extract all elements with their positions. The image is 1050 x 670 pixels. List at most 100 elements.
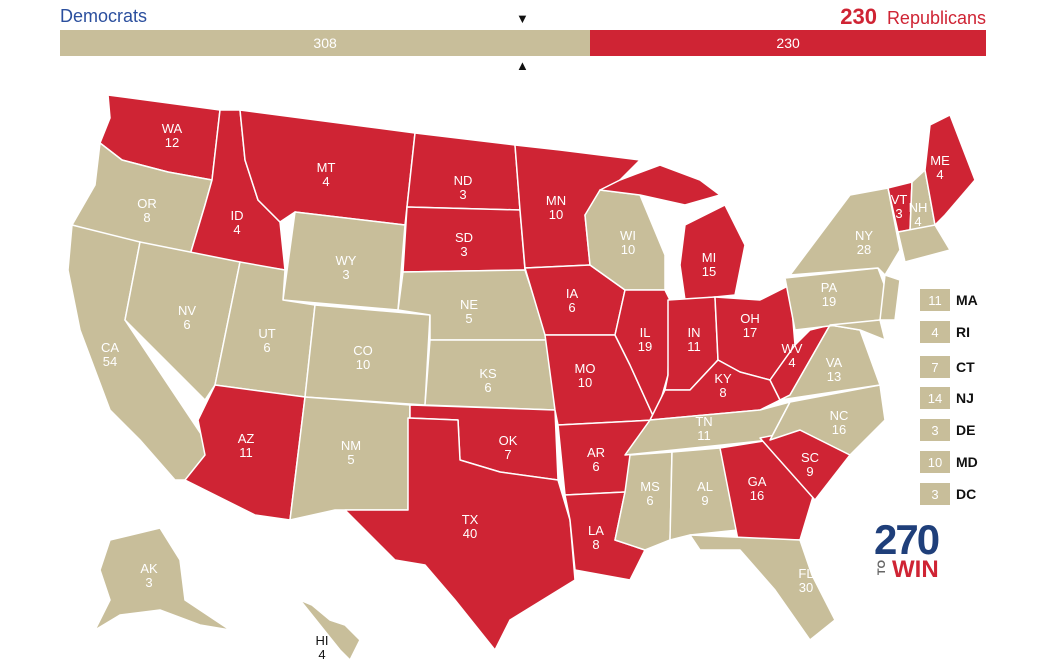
state-ev-mn: 10 xyxy=(549,207,563,222)
dem-bar-segment: 308 xyxy=(60,30,591,56)
state-ev-al: 9 xyxy=(701,493,708,508)
state-label-al: AL xyxy=(697,479,713,494)
state-al[interactable] xyxy=(669,447,739,541)
small-state-ct[interactable]: 7 CT xyxy=(920,356,975,378)
state-label-ia: IA xyxy=(566,286,579,301)
state-label-mt: MT xyxy=(317,160,336,175)
small-state-ma[interactable]: 11 MA xyxy=(920,289,978,311)
state-label-ms: MS xyxy=(640,479,660,494)
electoral-vote-bar: 308 230 xyxy=(60,30,986,56)
logo-number: 270 xyxy=(874,516,940,563)
state-fl[interactable] xyxy=(689,534,836,641)
state-me[interactable] xyxy=(924,114,976,226)
state-label-ok: OK xyxy=(499,433,518,448)
small-state-abbr: MD xyxy=(956,454,978,470)
state-label-hi: HI xyxy=(316,633,329,648)
state-label-nv: NV xyxy=(178,303,196,318)
state-label-ga: GA xyxy=(748,474,767,489)
state-label-la: LA xyxy=(588,523,604,538)
small-state-ev: 3 xyxy=(920,483,950,505)
state-ev-sc: 9 xyxy=(806,464,813,479)
state-ev-az: 11 xyxy=(239,445,253,460)
state-ev-ne: 5 xyxy=(465,311,472,326)
state-ev-la: 8 xyxy=(592,537,599,552)
state-label-ar: AR xyxy=(587,445,605,460)
state-label-tn: TN xyxy=(695,414,712,429)
republicans-header: 230 Republicans xyxy=(840,4,986,30)
270towin-logo[interactable]: 270 TO WIN xyxy=(874,516,954,586)
state-nc[interactable] xyxy=(769,384,886,456)
dem-total: 308 xyxy=(313,35,337,51)
state-ev-nc: 16 xyxy=(832,422,846,437)
state-label-in: IN xyxy=(688,325,701,340)
small-state-dc[interactable]: 3 DC xyxy=(920,483,976,505)
state-label-ky: KY xyxy=(714,371,732,386)
state-ev-vt: 3 xyxy=(895,206,902,221)
state-mi-upper[interactable] xyxy=(599,164,721,206)
state-ev-in: 11 xyxy=(687,339,701,354)
state-ev-sd: 3 xyxy=(460,244,467,259)
state-label-oh: OH xyxy=(740,311,760,326)
state-tx[interactable] xyxy=(344,417,576,651)
state-nj-shape xyxy=(879,274,901,321)
state-label-nc: NC xyxy=(830,408,849,423)
state-ev-co: 10 xyxy=(356,357,370,372)
state-label-mo: MO xyxy=(575,361,596,376)
small-state-md[interactable]: 10 MD xyxy=(920,451,978,473)
state-label-ks: KS xyxy=(479,366,497,381)
state-ev-oh: 17 xyxy=(743,325,757,340)
state-ev-tx: 40 xyxy=(463,526,477,541)
state-label-mi: MI xyxy=(702,250,716,265)
state-label-va: VA xyxy=(826,355,843,370)
state-label-az: AZ xyxy=(238,431,255,446)
state-label-ca: CA xyxy=(101,340,119,355)
small-state-de[interactable]: 3 DE xyxy=(920,419,975,441)
state-ev-wi: 10 xyxy=(621,242,635,257)
small-state-abbr: DC xyxy=(956,486,977,502)
state-ny[interactable] xyxy=(789,187,901,276)
rep-bar-segment: 230 xyxy=(590,30,986,56)
state-ev-wy: 3 xyxy=(342,267,349,282)
state-label-sc: SC xyxy=(801,450,819,465)
state-hi[interactable] xyxy=(299,599,361,661)
small-state-ev: 4 xyxy=(920,321,950,343)
state-ev-me: 4 xyxy=(936,167,943,182)
state-label-id: ID xyxy=(231,208,244,223)
state-new-england-south xyxy=(897,224,951,263)
small-state-abbr: CT xyxy=(956,359,975,375)
state-label-il: IL xyxy=(640,325,651,340)
small-state-ri[interactable]: 4 RI xyxy=(920,321,970,343)
state-label-mn: MN xyxy=(546,193,566,208)
state-ak[interactable] xyxy=(94,527,231,631)
state-label-wi: WI xyxy=(620,228,636,243)
state-ev-pa: 19 xyxy=(822,294,836,309)
state-label-pa: PA xyxy=(821,280,838,295)
state-label-ne: NE xyxy=(460,297,478,312)
republicans-label: Republicans xyxy=(886,8,986,28)
state-ev-ar: 6 xyxy=(592,459,599,474)
state-ev-ak: 3 xyxy=(145,575,152,590)
logo-to: TO xyxy=(876,560,888,576)
state-ev-or: 8 xyxy=(143,210,150,225)
state-label-ak: AK xyxy=(140,561,158,576)
state-label-nm: NM xyxy=(341,438,361,453)
state-label-wy: WY xyxy=(336,253,357,268)
small-state-nj[interactable]: 14 NJ xyxy=(920,387,974,409)
state-label-ny: NY xyxy=(855,228,873,243)
state-label-fl: FL xyxy=(798,566,813,581)
small-state-abbr: DE xyxy=(956,422,976,438)
state-ev-wv: 4 xyxy=(788,355,795,370)
small-state-abbr: NJ xyxy=(956,390,974,406)
state-label-sd: SD xyxy=(455,230,473,245)
small-state-ev: 10 xyxy=(920,451,950,473)
state-ev-ms: 6 xyxy=(646,493,653,508)
state-ev-ks: 6 xyxy=(484,380,491,395)
state-nv[interactable] xyxy=(124,241,241,401)
state-ev-fl: 30 xyxy=(799,580,813,595)
small-state-abbr: RI xyxy=(956,324,970,340)
small-state-ev: 14 xyxy=(920,387,950,409)
state-label-or: OR xyxy=(137,196,157,211)
state-ev-nd: 3 xyxy=(459,187,466,202)
state-mi[interactable] xyxy=(679,204,746,301)
